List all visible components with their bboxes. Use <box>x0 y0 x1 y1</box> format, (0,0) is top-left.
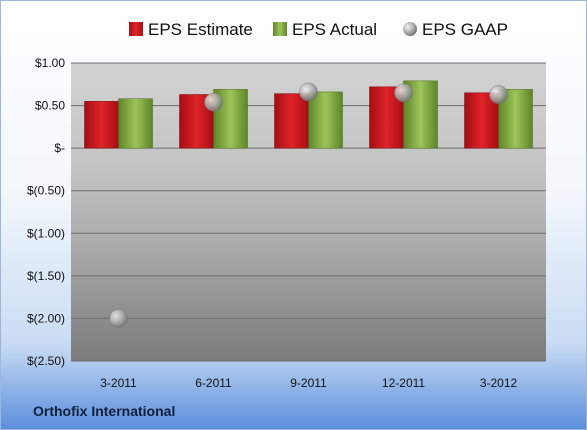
bar-eps-estimate <box>464 92 499 149</box>
legend-label: EPS GAAP <box>422 20 508 39</box>
x-tick-label: 3-2012 <box>480 376 518 390</box>
marker-eps-gaap <box>109 309 128 328</box>
y-tick-label: $(2.50) <box>27 354 65 368</box>
bar-eps-estimate <box>274 93 309 149</box>
y-tick-label: $0.50 <box>35 99 65 113</box>
y-tick-label: $- <box>54 141 65 155</box>
bar-eps-estimate <box>84 101 119 149</box>
x-tick-label: 6-2011 <box>195 376 232 390</box>
marker-eps-gaap <box>394 83 413 103</box>
marker-eps-gaap <box>299 82 318 102</box>
bar-eps-actual <box>308 91 343 149</box>
legend-swatch <box>273 22 287 36</box>
y-tick-label: $(2.00) <box>27 311 65 325</box>
y-tick-label: $(1.00) <box>27 226 65 240</box>
marker-eps-gaap <box>489 85 508 104</box>
y-tick-label: $(1.50) <box>27 269 65 283</box>
marker-eps-gaap <box>204 92 223 112</box>
legend-label: EPS Estimate <box>148 20 253 39</box>
y-tick-label: $(0.50) <box>27 184 65 198</box>
x-tick-label: 12-2011 <box>382 376 425 390</box>
legend-swatch <box>129 22 143 36</box>
company-name: Orthofix International <box>33 403 176 419</box>
legend-swatch <box>403 22 417 36</box>
legend-label: EPS Actual <box>292 20 377 39</box>
bar-eps-actual <box>118 98 153 149</box>
x-tick-label: 9-2011 <box>290 376 327 390</box>
x-tick-label: 3-2011 <box>100 376 137 390</box>
y-tick-label: $1.00 <box>35 56 65 70</box>
